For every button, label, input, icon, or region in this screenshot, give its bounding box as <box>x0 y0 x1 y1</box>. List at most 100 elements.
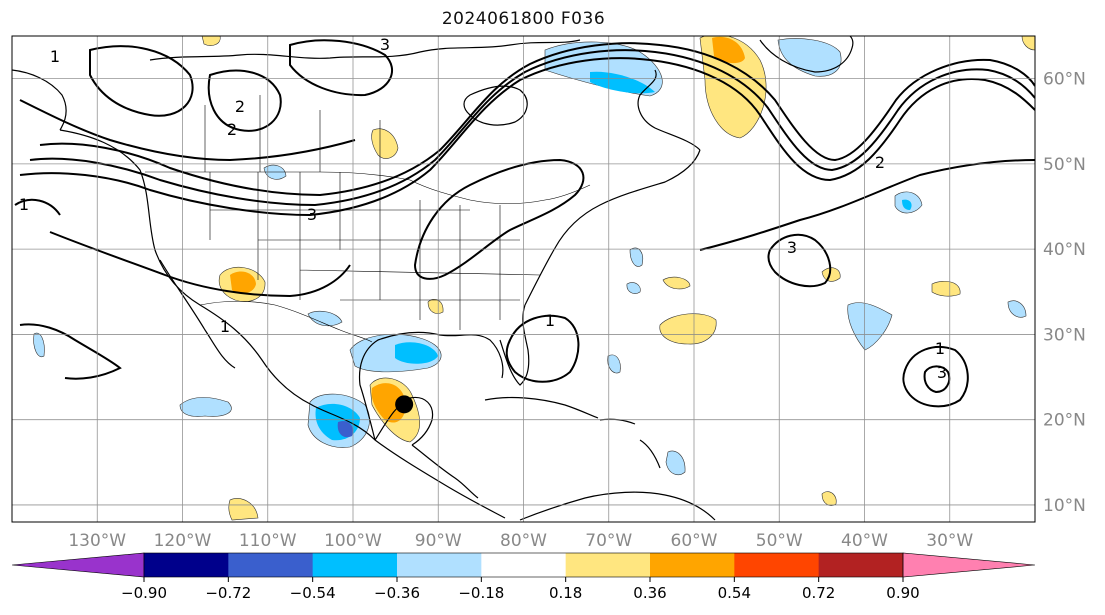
colorbar-segment <box>228 553 314 577</box>
shade-greenland-blue <box>777 38 842 77</box>
colorbar-segment <box>734 553 820 577</box>
lat-label: 20°N <box>1043 411 1086 431</box>
coast-canada-east <box>637 69 701 151</box>
contour-jet-4 <box>19 99 356 162</box>
shade-ea-blue-core <box>902 199 912 210</box>
colorbar-tick-label: 0.18 <box>549 584 582 602</box>
contour-label: 1 <box>935 339 945 358</box>
contour-label: 1 <box>50 47 60 66</box>
shade-atl-small-blue <box>629 247 643 267</box>
contour-west-loop <box>19 323 122 380</box>
border-us-mexico <box>199 300 373 343</box>
contour-gl-loop <box>413 158 585 280</box>
storm-center-marker <box>395 395 414 414</box>
lat-label: 50°N <box>1043 155 1086 175</box>
shade-ne-blue <box>1007 300 1027 318</box>
coast-yucatan <box>374 396 434 446</box>
coast-north <box>149 39 581 61</box>
shade-gulf-small-yellow <box>427 299 444 314</box>
colorbar-outline <box>143 552 904 578</box>
colorbar-tick-label: −0.36 <box>374 584 420 602</box>
shade-atl-small-blue2 <box>626 282 641 294</box>
contour-label: 3 <box>937 363 947 382</box>
coast-south-am <box>519 491 716 521</box>
colorbar-tick-label: 0.90 <box>886 584 919 602</box>
contour-label: 1 <box>545 311 555 330</box>
colorbar-segment <box>397 553 482 577</box>
coast-central-am <box>411 444 479 499</box>
lat-label: 30°N <box>1043 325 1086 345</box>
contour-label: 3 <box>380 35 390 54</box>
contour-jet-2 <box>29 49 1035 207</box>
contour-label: 3 <box>787 238 797 257</box>
lon-label: 80°W <box>500 531 547 551</box>
coast-greenland <box>759 36 854 73</box>
colorbar-tick-label: −0.54 <box>290 584 336 602</box>
lon-label: 50°W <box>756 531 803 551</box>
latitude-labels: 60°N 50°N 40°N 30°N 20°N 10°N <box>1043 70 1086 516</box>
lat-label: 60°N <box>1043 70 1086 90</box>
contour-label: 2 <box>227 120 237 139</box>
colorbar-extend-low <box>11 552 145 578</box>
shade-nw-blue <box>307 310 343 327</box>
contour-label: 3 <box>307 205 317 224</box>
shade-arizona-orange <box>230 271 256 294</box>
province-lines <box>204 95 381 180</box>
shade-mexico-deep <box>337 420 354 438</box>
contour-label: 1 <box>220 317 230 336</box>
colorbar-segment <box>144 553 229 577</box>
shade-carib-blue <box>665 450 686 475</box>
colorbar-segment <box>481 553 567 577</box>
lon-label: 30°W <box>926 531 973 551</box>
shade-atl-yellow <box>659 313 717 345</box>
contour-west-2 <box>14 198 61 216</box>
contour-label: 2 <box>875 153 885 172</box>
lat-label: 40°N <box>1043 240 1086 260</box>
lon-label: 100°W <box>324 531 382 551</box>
lon-label: 40°W <box>841 531 888 551</box>
shade-ne-yellow <box>1021 36 1035 51</box>
contour-label: 1 <box>19 195 29 214</box>
lon-label: 130°W <box>68 531 126 551</box>
contour-jet-5 <box>49 231 351 298</box>
contour-azores-loop <box>767 233 832 288</box>
shade-sw-yellow <box>228 498 259 521</box>
coast-gulf <box>358 331 504 441</box>
colorbar-segment <box>565 553 651 577</box>
colorbar-segment <box>312 553 398 577</box>
colorbar-tick-label: 0.54 <box>718 584 751 602</box>
lon-label: 60°W <box>671 531 718 551</box>
shade-natl-yellow <box>699 36 767 139</box>
shade-pacific-blue <box>179 397 232 417</box>
colorbar-tick-label: 0.72 <box>802 584 835 602</box>
shade-mid-atl-blue <box>847 302 893 351</box>
shade-canada-yellow <box>371 128 399 159</box>
colorbar <box>11 552 1036 578</box>
gridlines <box>12 36 1035 522</box>
colorbar-tick-label: −0.18 <box>458 584 504 602</box>
colorbar-ticks: −0.90 −0.72 −0.54 −0.36 −0.18 0.18 0.36 0.54 0.7… <box>121 577 920 602</box>
shade-natl-orange <box>712 36 745 64</box>
colorbar-segment <box>650 553 735 577</box>
longitude-labels: 130°W 120°W 110°W 100°W 90°W 80°W 70°W 60°W 50°W… <box>68 531 973 551</box>
lon-label: 70°W <box>585 531 632 551</box>
colorbar-segment <box>818 553 904 577</box>
contour-labels: 1 2 3 1 2 1 3 1 3 1 2 3 <box>19 35 947 382</box>
shade-azores-yellow <box>931 281 961 297</box>
lon-label: 120°W <box>154 531 212 551</box>
plot-title: 2024061800 F036 <box>441 9 606 29</box>
coast-hudson <box>463 85 528 126</box>
coast-islands <box>639 439 661 469</box>
borders <box>145 95 591 343</box>
colorbar-extend-high <box>902 552 1036 578</box>
shade-atl-small-yellow2 <box>662 276 691 290</box>
shade-s-yellow <box>821 491 837 506</box>
coast-east-na <box>524 149 701 306</box>
colorbar-tick-label: −0.90 <box>121 584 167 602</box>
shade-gulf-blue-core <box>395 342 438 364</box>
contour-label: 2 <box>235 97 245 116</box>
contour-low-2 <box>207 69 282 132</box>
coast-baja <box>159 259 236 369</box>
contour-low-1 <box>89 45 194 117</box>
